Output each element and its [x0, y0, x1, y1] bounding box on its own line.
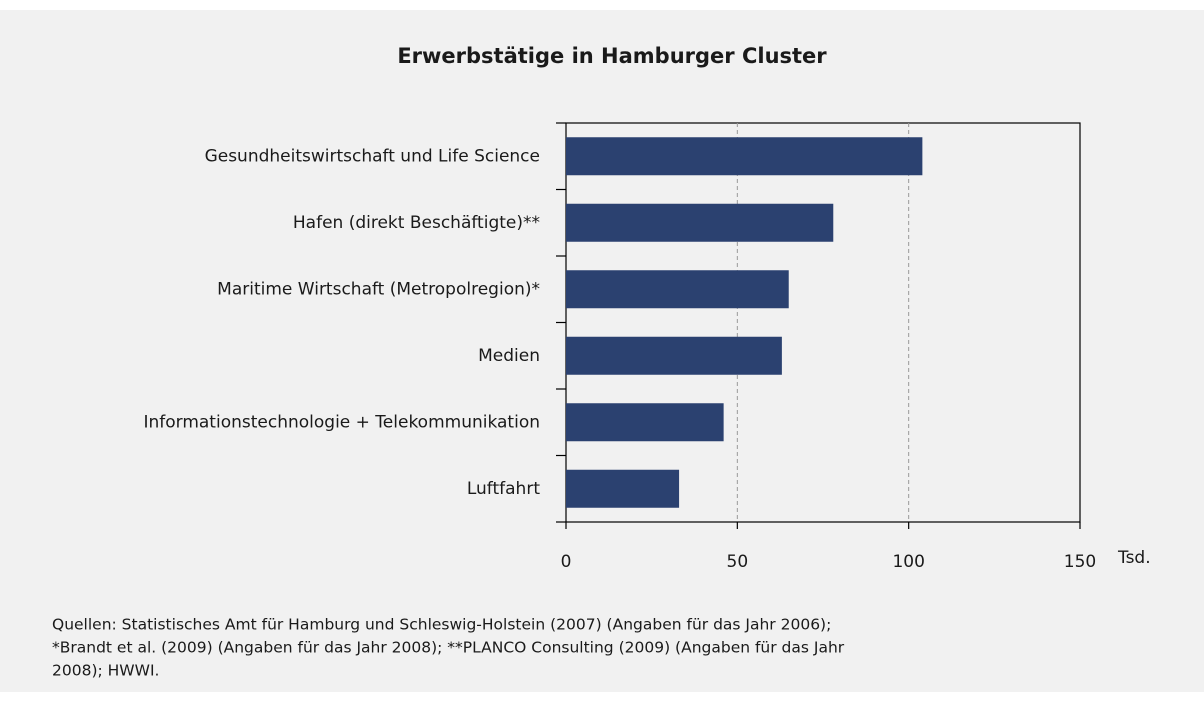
- bar: [566, 270, 789, 309]
- x-tick-label: 100: [892, 552, 924, 572]
- y-tick-label: Medien: [478, 346, 540, 366]
- x-tick-label: 0: [561, 552, 572, 572]
- y-tick-label: Informationstechnologie + Telekommunikat…: [143, 412, 540, 432]
- bar: [566, 469, 680, 508]
- chart-title: Erwerbstätige in Hamburger Cluster: [397, 44, 827, 68]
- bar: [566, 403, 724, 442]
- y-tick-label: Maritime Wirtschaft (Metropolregion)*: [217, 279, 540, 299]
- source-line: *Brandt et al. (2009) (Angaben für das J…: [52, 639, 845, 657]
- x-tick-label: 50: [727, 552, 749, 572]
- y-tick-label: Gesundheitswirtschaft und Life Science: [205, 146, 540, 166]
- bar: [566, 336, 782, 375]
- bar: [566, 137, 923, 176]
- x-tick-label: 150: [1064, 552, 1096, 572]
- bar: [566, 203, 834, 242]
- y-tick-label: Hafen (direkt Beschäftigte)**: [293, 213, 540, 233]
- source-line: 2008); HWWI.: [52, 662, 159, 680]
- source-line: Quellen: Statistisches Amt für Hamburg u…: [52, 616, 831, 634]
- x-axis-label: Tsd.: [1117, 548, 1151, 568]
- y-tick-label: Luftfahrt: [467, 479, 540, 499]
